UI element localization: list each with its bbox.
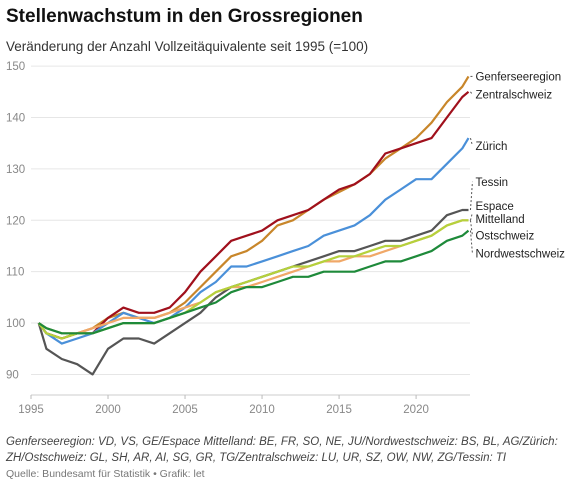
y-tick-label: 130 [6, 164, 25, 176]
y-tick-label: 100 [6, 318, 25, 330]
series-label: Ostschweiz [475, 231, 534, 243]
series-line [37, 90, 470, 340]
label-leader [469, 181, 473, 211]
series-label: Zentralschweiz [475, 89, 552, 101]
x-tick-label: 2000 [95, 404, 121, 416]
x-tick-label: 2010 [249, 404, 275, 416]
x-tick-label: 2020 [403, 404, 429, 416]
x-tick-label: 2005 [172, 404, 198, 416]
label-leader [469, 137, 473, 146]
label-leader [470, 91, 473, 95]
x-tick-label: 2015 [326, 404, 352, 416]
line-chart: 90 100 110 120 130 140 150 1995 2000 2005 2010 2015… [6, 61, 565, 416]
y-tick-label: 140 [6, 113, 25, 125]
series-label: Tessin [475, 177, 508, 189]
y-tick-label: 90 [6, 369, 19, 381]
series-line [38, 219, 469, 335]
y-tick-label: 110 [6, 267, 24, 279]
y-tick-label: 120 [6, 215, 25, 227]
label-leader [469, 212, 473, 221]
series-label: Espace Mittelland [475, 201, 524, 226]
region-footnote: Genferseeregion: VD, VS, GE/Espace Mitte… [6, 436, 558, 464]
label-leader [469, 220, 473, 236]
series-label: Nordwestschweiz [475, 249, 565, 261]
y-tick-label: 150 [6, 61, 25, 73]
chart-subtitle: Veränderung der Anzahl Vollzeitäquivalen… [6, 39, 369, 54]
series-line [37, 75, 470, 340]
source-credit: Quelle: Bundesamt für Statistik • Grafik… [6, 468, 205, 480]
x-tick-label: 1995 [18, 404, 44, 416]
series-line [38, 229, 470, 335]
series-label: Genferseeregion [475, 71, 561, 83]
series-line [37, 208, 469, 376]
series-label: Zürich [475, 141, 507, 153]
chart-title: Stellenwachstum in den Grossregionen [6, 6, 363, 27]
